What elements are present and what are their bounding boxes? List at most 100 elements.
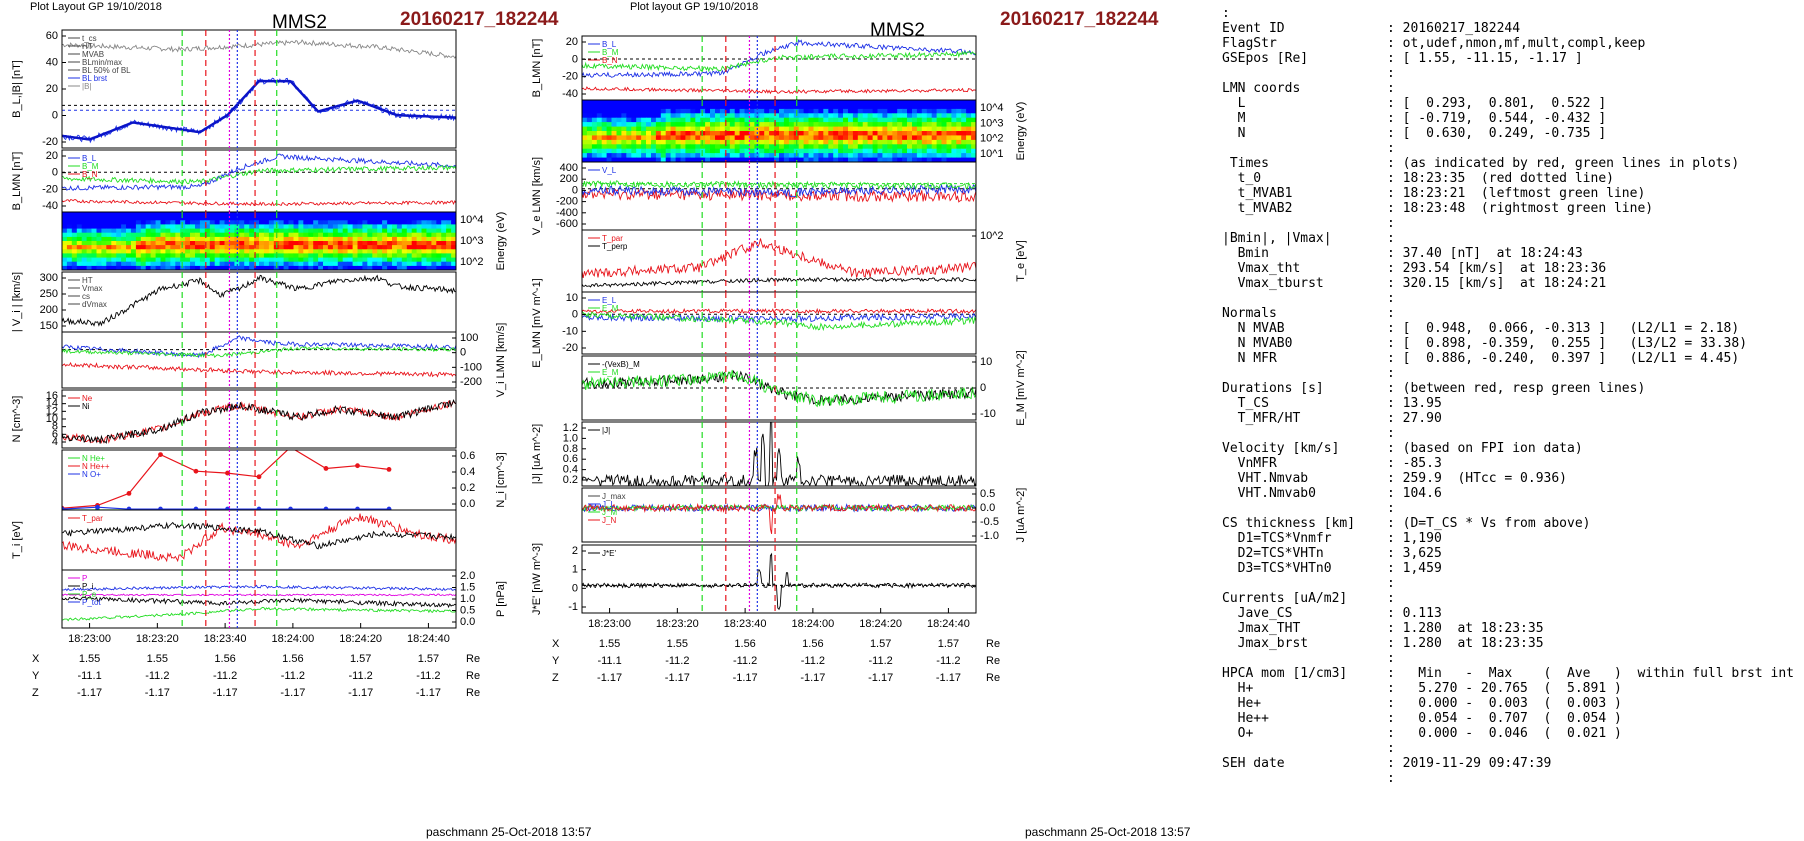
spectrogram-cell [175,257,181,263]
spectrogram-cell [862,126,869,132]
spectrogram-cell [185,241,191,246]
spectrogram-cell [936,131,943,136]
spectrogram-cell [862,108,869,114]
spectrogram-cell [710,135,716,141]
spectrogram-cell [372,216,378,221]
ephemeris-value: -11.1 [77,670,101,682]
spectrogram-cell [596,153,603,159]
y-tick-label: 6 [52,428,58,440]
spectrogram-cell [436,241,442,246]
spectrogram-cell [155,249,162,254]
info-row: VnMFR: -85.3 [1222,456,1802,471]
spectrogram-cell [719,144,726,150]
spectrogram-cell [342,212,349,217]
spectrogram-cell [951,117,957,123]
spectrogram-cell [833,104,839,110]
spectrogram-cell [180,245,186,250]
spectrogram-cell [91,241,97,246]
y-axis-label: E_M [mV m^-2] [1015,350,1027,425]
spectrogram-cell [436,249,442,254]
legend-entry: BLmin/max [82,58,122,67]
spectrogram-cell [249,220,255,225]
spectrogram-cell [436,253,442,259]
spectrogram-cell [337,236,344,242]
spectrogram-cell [298,228,304,234]
spectrogram-cell [754,144,760,150]
info-key: He++ [1222,711,1269,726]
spectrogram-cell [759,153,765,159]
spectrogram-cell [779,148,785,154]
spectrogram-cell [586,126,593,132]
spectrogram-cell [729,131,736,136]
data-point [288,445,293,450]
panel-frame [581,355,977,421]
spectrogram-cell [377,265,383,270]
info-row: : [1222,291,1802,306]
spectrogram-cell [710,131,716,136]
spectrogram-cell [749,144,755,150]
spectrogram-cell [278,232,285,238]
spectrogram-cell [155,232,162,238]
spectrogram-cell [675,135,682,141]
info-row: He++: 0.054 - 0.707 ( 0.054 ) [1222,711,1802,726]
spectrogram-cell [86,253,93,259]
spectrogram-cell [916,157,923,162]
spectrogram-cell [121,265,127,270]
spectrogram-cell [219,253,226,259]
spectrogram-cell [966,126,972,132]
spectrogram-cell [66,212,73,217]
spectrogram-cell [426,228,432,234]
spectrogram-cell [367,212,373,217]
spectrogram-cell [665,139,672,145]
spectrogram-cell [96,249,102,254]
spectrogram-cell [421,220,427,225]
spectrogram-cell [680,122,686,128]
spectrogram-cell [406,265,413,270]
spectrogram-cell [606,148,613,154]
spectrogram-cell [655,126,662,132]
spectrogram-cell [680,157,686,162]
spectrogram-cell [867,113,874,119]
spectrogram-cell [219,224,226,230]
spectrogram-cell [411,216,418,221]
spectrogram-cell [739,113,746,119]
spectrogram-cell [121,253,127,259]
spectrogram-cell [352,228,359,234]
spectrogram-cell [377,249,383,254]
spectrogram-cell [160,257,166,263]
spectrogram-cell [823,131,829,136]
right-page-title: MMS2 [870,20,925,41]
spectrogram-cell [636,144,642,150]
spectrogram-cell [303,249,309,254]
spectrogram-cell [852,135,859,141]
spectrogram-cell [342,224,349,230]
spectrogram-cell [318,228,324,234]
y-tick-label: -600 [556,218,578,230]
spectrogram-cell [882,108,888,114]
spectrogram-cell [224,224,230,230]
spectrogram-cell [372,228,378,234]
panel-R6: 100-10-(VexB)_ME_M E_M [mV m^-2] [581,350,1027,426]
spectrogram-cell [798,153,805,159]
spectrogram-cell [670,104,677,110]
spectrogram-cell [926,108,933,114]
spectrogram-cell [916,122,923,128]
spectrogram-cell [912,108,918,114]
spectrogram-cell [843,122,849,128]
spectrogram-cell [111,236,117,242]
spectrogram-cell [337,261,344,267]
spectrogram-cell [739,104,746,110]
spectrogram-cell [788,157,795,162]
spectrogram-cell [219,265,226,270]
spectrogram-cell [278,257,285,263]
spectrogram-cell [214,224,221,230]
spectrogram-cell [441,253,447,259]
spectrogram-cell [214,216,221,221]
spectrogram-cell [308,257,314,263]
spectrogram-cell [803,117,810,123]
spectrogram-cell [293,241,299,246]
spectrogram-cell [601,157,608,162]
spectrogram-cell [81,232,88,238]
info-row: : [1222,651,1802,666]
spectrogram-cell [892,148,898,154]
